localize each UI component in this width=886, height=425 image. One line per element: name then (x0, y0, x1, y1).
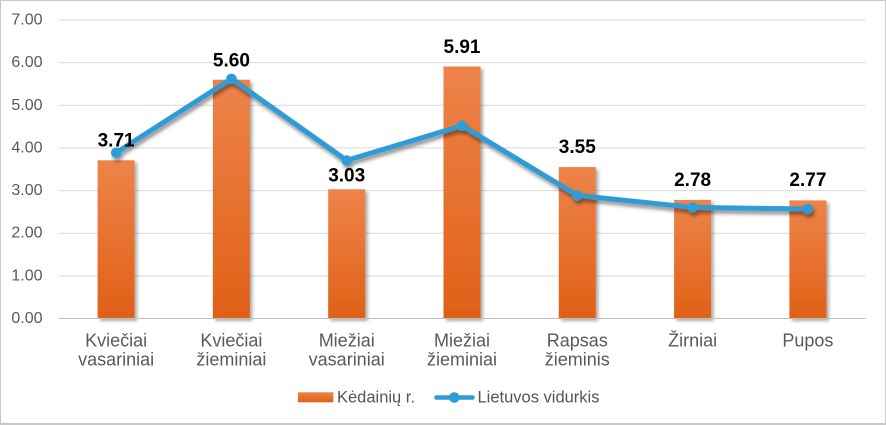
svg-text:Kviečiai: Kviečiai (200, 330, 262, 350)
svg-text:0.00: 0.00 (11, 310, 42, 327)
svg-text:2.00: 2.00 (11, 225, 42, 242)
svg-text:3.71: 3.71 (98, 131, 135, 152)
svg-text:6.00: 6.00 (11, 54, 42, 71)
svg-text:Rapsas: Rapsas (547, 330, 608, 350)
svg-text:3.03: 3.03 (328, 165, 365, 186)
svg-text:Lietuvos vidurkis: Lietuvos vidurkis (478, 389, 600, 407)
svg-text:Miežiai: Miežiai (434, 330, 490, 350)
svg-text:Kviečiai: Kviečiai (85, 330, 147, 350)
svg-text:žieminiai: žieminiai (427, 350, 497, 370)
svg-text:Miežiai: Miežiai (319, 330, 375, 350)
svg-text:žieminis: žieminis (545, 350, 610, 370)
svg-text:1.00: 1.00 (11, 267, 42, 284)
svg-text:vasariniai: vasariniai (78, 350, 154, 370)
svg-text:2.77: 2.77 (789, 170, 826, 191)
svg-text:vasariniai: vasariniai (309, 350, 385, 370)
svg-text:2.78: 2.78 (674, 170, 711, 191)
svg-text:3.55: 3.55 (559, 137, 596, 158)
svg-text:4.00: 4.00 (11, 139, 42, 156)
svg-text:5.60: 5.60 (213, 51, 250, 72)
svg-text:5.91: 5.91 (444, 37, 481, 58)
svg-text:3.00: 3.00 (11, 182, 42, 199)
svg-text:Kėdainių r.: Kėdainių r. (337, 389, 415, 407)
svg-text:7.00: 7.00 (11, 12, 42, 29)
svg-text:žieminiai: žieminiai (196, 350, 266, 370)
svg-text:5.00: 5.00 (11, 97, 42, 114)
svg-text:Pupos: Pupos (782, 330, 833, 350)
svg-text:Žirniai: Žirniai (668, 330, 717, 350)
